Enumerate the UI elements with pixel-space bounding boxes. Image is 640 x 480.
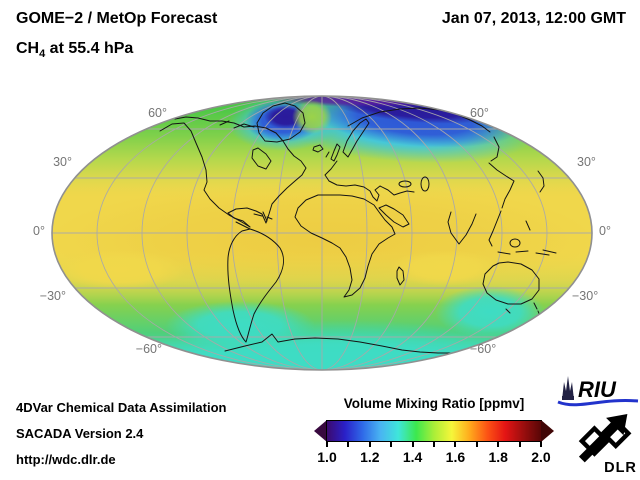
colorbar-gradient: [326, 420, 542, 442]
colorbar-title: Volume Mixing Ratio [ppmv]: [343, 396, 525, 411]
colorbar-tick-label: 1.8: [488, 449, 508, 465]
lat-label-right-0: 0°: [599, 224, 611, 238]
timestamp: Jan 07, 2013, 12:00 GMT: [441, 10, 626, 27]
lat-label-right-m30: −30°: [572, 289, 598, 303]
colorbar-tick-labels: 1.0 1.2 1.4 1.6 1.8 2.0: [306, 449, 562, 465]
colorbar: [314, 420, 554, 442]
page-title: GOME−2 / MetOp Forecast: [16, 10, 218, 27]
dlr-emblem-icon: [578, 413, 632, 463]
coastlines: [159, 102, 557, 354]
dlr-label: DLR: [604, 460, 637, 476]
mixing-ratio-field: [52, 96, 592, 370]
lat-label-left-60: 60°: [148, 106, 167, 120]
lat-label-right-30: 30°: [577, 155, 596, 169]
footer-line-assimilation: 4DVar Chemical Data Assimilation: [16, 400, 227, 415]
dlr-logo: DLR: [577, 412, 639, 476]
footer-line-version: SACADA Version 2.4: [16, 426, 144, 441]
map-outline: [51, 95, 593, 371]
colorbar-tick-marks: [326, 442, 542, 447]
colorbar-tick-label: 1.6: [445, 449, 466, 465]
riu-logo: RIU: [556, 372, 640, 410]
lat-label-left-0: 0°: [33, 224, 45, 238]
riu-cathedral-icon: [562, 376, 574, 400]
latitude-labels: 60° 30° 0° −30° −60° 60° 30° 0° −30° −60…: [33, 106, 611, 356]
riu-swoosh: [557, 399, 639, 407]
lat-label-left-m30: −30°: [40, 289, 66, 303]
colorbar-tick-label: 2.0: [531, 449, 551, 465]
lat-label-left-30: 30°: [53, 155, 72, 169]
riu-label: RIU: [578, 377, 617, 402]
lat-label-right-m60: −60°: [470, 342, 496, 356]
lat-label-right-60: 60°: [470, 106, 489, 120]
colorbar-tick-label: 1.4: [402, 449, 423, 465]
colorbar-left-arrow-icon: [314, 420, 327, 442]
species-label: CH: [16, 40, 40, 57]
footer-line-url: http://wdc.dlr.de: [16, 452, 116, 467]
species-subscript: 4: [39, 48, 46, 61]
colorbar-right-arrow-icon: [541, 420, 554, 442]
colorbar-tick-label: 1.2: [360, 449, 380, 465]
colorbar-tick-label: 1.0: [317, 449, 337, 465]
page-subtitle: CH4 at 55.4 hPa: [16, 40, 133, 60]
lat-label-left-m60: −60°: [136, 342, 162, 356]
level-label: at 55.4 hPa: [45, 40, 134, 57]
